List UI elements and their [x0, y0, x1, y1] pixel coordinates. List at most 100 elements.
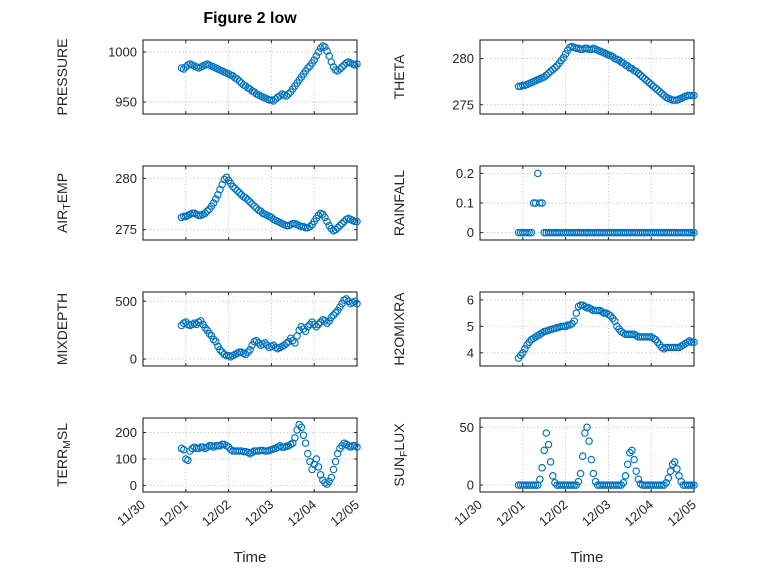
- data-point: [578, 452, 587, 460]
- data-point: [229, 182, 237, 191]
- x-tick-label: 11/30: [451, 497, 485, 529]
- data-point: [581, 302, 589, 311]
- y-axis-label: RAINFALL: [391, 170, 407, 236]
- data-point: [250, 202, 259, 210]
- tick-marks: [479, 418, 695, 492]
- data-point: [613, 481, 621, 489]
- data-point: [641, 75, 649, 83]
- data-point: [329, 465, 338, 474]
- data-point: [297, 423, 306, 432]
- data-point: [673, 343, 681, 352]
- scatter-points: [177, 173, 361, 235]
- data-point: [244, 348, 252, 356]
- y-tick-label: 275: [452, 97, 474, 112]
- data-point: [593, 306, 602, 315]
- data-point: [286, 334, 295, 343]
- data-point: [600, 309, 608, 317]
- tick-marks: [142, 418, 358, 492]
- data-point: [551, 64, 559, 72]
- y-axis-label: H2OMIXRA: [391, 292, 407, 366]
- data-point: [312, 322, 321, 331]
- x-tick-label: 11/30: [114, 497, 148, 529]
- scatter-points: [177, 420, 361, 488]
- axes-box: [142, 39, 358, 115]
- y-tick-label: 4: [467, 345, 474, 360]
- data-point: [301, 327, 310, 336]
- scatter-points: [177, 42, 361, 105]
- data-point: [690, 228, 698, 237]
- x-tick-label: 12/04: [622, 497, 657, 529]
- x-axis-label-right: Time: [570, 549, 604, 566]
- data-point: [212, 195, 220, 203]
- x-axis-label-left: Time: [233, 549, 267, 566]
- data-point: [194, 211, 203, 220]
- data-point: [179, 445, 188, 454]
- data-point: [235, 188, 244, 197]
- data-point: [685, 228, 694, 237]
- y-axis-label: PRESSURE: [54, 38, 70, 115]
- data-point: [651, 84, 660, 92]
- data-point: [246, 198, 254, 206]
- x-tick-label: 12/04: [285, 497, 320, 529]
- tick-marks: [479, 40, 695, 114]
- subplot-pressure: 950 1000 PRESSURE: [54, 38, 361, 116]
- y-tick-label: 1000: [108, 45, 137, 60]
- y-tick-label: 280: [115, 171, 137, 186]
- data-point: [536, 199, 544, 207]
- data-point: [306, 222, 314, 231]
- data-point: [212, 337, 220, 346]
- y-tick-label: 6: [467, 292, 474, 307]
- subplot-mixdepth: 0 500 MIXDEPTH: [54, 291, 361, 367]
- y-tick-label: 280: [452, 51, 474, 66]
- axes-box: [479, 39, 695, 115]
- y-tick-label: 0: [130, 478, 137, 493]
- data-point: [233, 75, 241, 83]
- data-point: [544, 440, 553, 449]
- data-point: [314, 211, 323, 220]
- data-point: [203, 207, 211, 215]
- x-tick-label: 12/05: [327, 497, 362, 529]
- data-point: [304, 322, 312, 331]
- data-point: [534, 169, 542, 178]
- data-point: [312, 52, 321, 60]
- data-point: [621, 472, 630, 480]
- data-point: [216, 346, 224, 354]
- axes-theta: 275 280 THETA: [391, 39, 698, 115]
- y-axis-label: MIXDEPTH: [54, 293, 70, 365]
- data-point: [690, 91, 698, 100]
- data-point: [647, 80, 655, 89]
- data-point: [333, 67, 342, 75]
- data-point: [291, 339, 299, 347]
- data-point: [336, 221, 344, 230]
- subplot-h2omixra: 4 5 6 H2OMIXRA: [391, 291, 698, 367]
- data-point: [551, 479, 559, 487]
- data-point: [325, 477, 333, 486]
- data-point: [353, 443, 361, 451]
- x-tick-labels: 11/30 12/01 12/02 12/03 12/04 12/05: [451, 497, 699, 529]
- data-point: [688, 338, 696, 346]
- data-point: [628, 330, 636, 339]
- data-point: [304, 64, 312, 72]
- data-point: [561, 322, 570, 331]
- data-point: [626, 448, 634, 457]
- data-point: [233, 186, 241, 195]
- figure-title: Figure 2 low: [203, 10, 297, 27]
- data-point: [316, 44, 325, 52]
- data-point: [299, 325, 308, 333]
- data-point: [201, 324, 209, 332]
- axes-box: [142, 165, 358, 241]
- data-point: [308, 318, 316, 326]
- grid-lines: [143, 418, 357, 492]
- scatter-points: [177, 295, 361, 361]
- data-point: [179, 212, 188, 221]
- data-point: [632, 467, 640, 475]
- subplot-rainfall: 0 0.1 0.2 RAINFALL: [391, 165, 698, 241]
- tick-marks: [142, 166, 358, 240]
- data-point: [587, 455, 596, 464]
- y-tick-label: 50: [460, 420, 474, 435]
- axes-terrmsl: 0 100 200 11/30 12/01 12/02 12/03 12/04 12/05 TER…: [54, 417, 362, 529]
- data-point: [688, 228, 696, 237]
- data-point: [519, 349, 527, 357]
- data-point: [623, 460, 632, 469]
